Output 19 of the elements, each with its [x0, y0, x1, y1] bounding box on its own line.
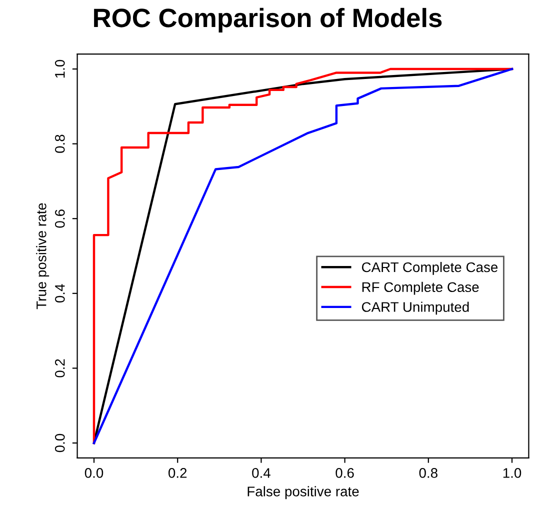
legend-label: CART Complete Case — [362, 262, 498, 275]
y-tick-label: 0.4 — [54, 284, 65, 303]
y-tick-label: 0.6 — [54, 210, 65, 228]
line-series — [92, 68, 514, 444]
y-axis-title: True positive rate — [36, 203, 50, 310]
x-tick-label: 0.6 — [336, 468, 354, 478]
x-tick-label: 1.0 — [503, 468, 522, 478]
y-tick-label: 0.2 — [54, 359, 65, 378]
y-tick-label: 0.8 — [54, 134, 65, 153]
legend-label: CART Unimputed — [362, 302, 469, 315]
x-tick-label: 0.4 — [252, 468, 270, 478]
y-tick-label: 0.0 — [54, 434, 65, 452]
legend-label: RF Complete Case — [362, 282, 479, 295]
x-tick-label: 0.8 — [419, 468, 438, 478]
x-tick-label: 0.0 — [84, 468, 104, 478]
y-tick-label: 1.0 — [54, 60, 65, 78]
x-axis-title: False positive rate — [248, 486, 359, 500]
x-tick-label: 0.2 — [168, 468, 187, 478]
chart-title: ROC Comparison of Models — [94, 8, 442, 33]
